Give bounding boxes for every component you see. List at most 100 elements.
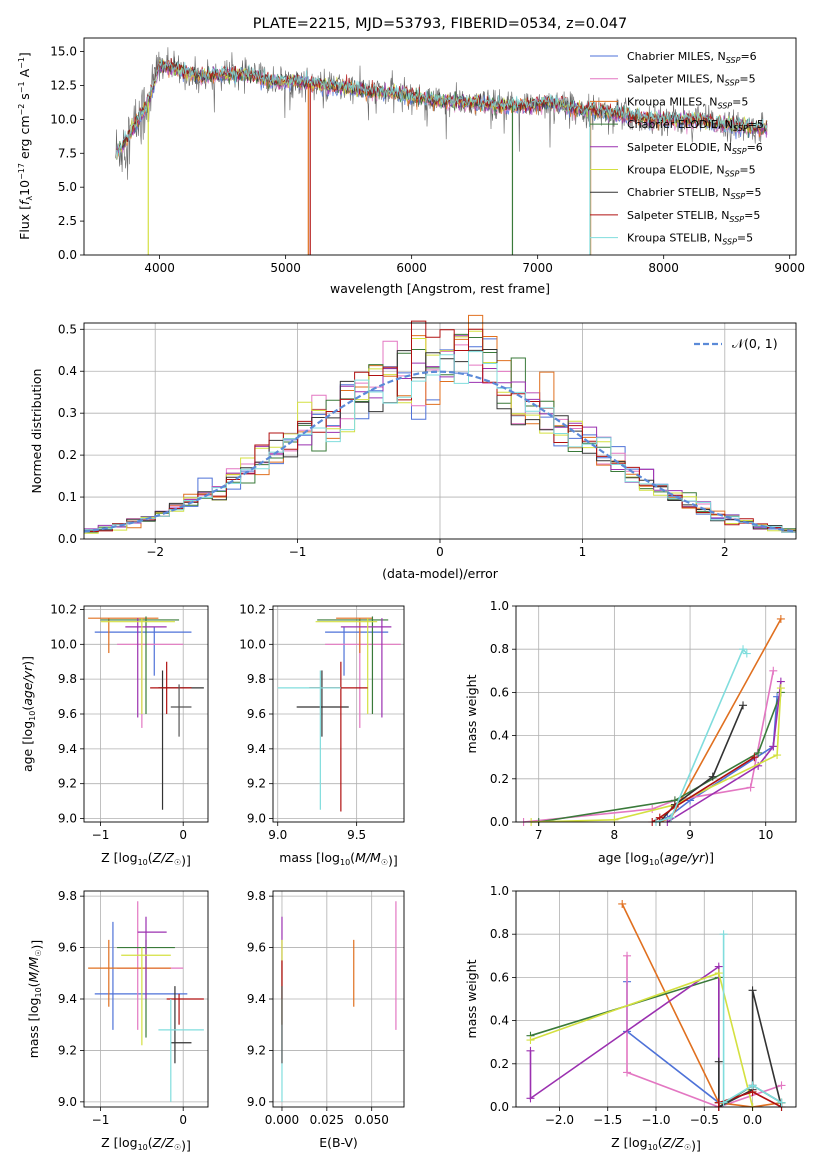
weight-marker (667, 813, 676, 822)
weight-line-5 (666, 681, 782, 823)
histogram-xtick-label: 1 (579, 545, 587, 559)
xtick-label: 9.0 (268, 828, 287, 842)
spectrum-ytick-label: 2.5 (58, 214, 77, 228)
spectrum-ylabel: Flux [fλ10−17 erg cm−2 s−1 A−1] (17, 52, 34, 240)
ytick-label: 9.2 (58, 1043, 77, 1057)
ytick-label: 9.6 (58, 707, 77, 721)
legend-label-9: Kroupa STELIB, NSSP=5 (627, 232, 753, 247)
ytick-label: 9.4 (247, 992, 266, 1006)
weight-marker (739, 645, 748, 654)
axis-xlabel: E(B-V) (319, 1135, 358, 1150)
spectrum-ytick-label: 7.5 (58, 146, 77, 160)
legend-label-2: Salpeter MILES, NSSP=5 (627, 73, 756, 88)
ytick-label: 0.4 (490, 729, 509, 743)
axis-xlabel: mass [log10(M/M☉)] (279, 850, 398, 868)
ytick-label: 10.0 (50, 637, 77, 651)
xtick-label: −1 (92, 828, 110, 842)
ytick-label: 9.0 (247, 1095, 266, 1109)
histogram-xtick-label: 2 (721, 545, 729, 559)
spectrum-xtick-label: 4000 (144, 261, 175, 275)
spectrum-ytick-label: 15.0 (50, 45, 77, 59)
ytick-label: 1.0 (490, 599, 509, 613)
weight-line-5 (529, 965, 720, 1107)
histogram-xlabel: (data-model)/error (382, 566, 499, 581)
normal-legend-label: 𝒩(0, 1) (732, 336, 778, 351)
weight-marker (719, 930, 728, 939)
axis-ylabel: mass [log10(M/M☉)] (26, 940, 44, 1059)
xtick-label: −1.5 (593, 1113, 622, 1127)
spectrum-ytick-label: 5.0 (58, 180, 77, 194)
ytick-label: 10.0 (239, 637, 266, 651)
histogram-ylabel: Normed distribution (29, 369, 44, 494)
weight-marker (739, 701, 748, 710)
xtick-label: 10 (758, 828, 773, 842)
weight-marker (708, 772, 717, 781)
weight-marker (776, 684, 785, 693)
legend-label-7: Chabrier STELIB, NSSP=5 (627, 186, 761, 201)
xtick-label: 0 (179, 828, 187, 842)
legend-label-5: Salpeter ELODIE, NSSP=6 (627, 141, 763, 156)
ytick-label: 9.8 (247, 672, 266, 686)
ytick-label: 10.2 (50, 602, 77, 616)
weight-line-3 (621, 903, 782, 1108)
spectrum-legend: Chabrier MILES, NSSP=6 Salpeter MILES, NS… (590, 50, 764, 247)
histogram-series-9 (84, 351, 796, 533)
ytick-label: 0.0 (490, 815, 509, 829)
weight-marker (746, 783, 755, 792)
age-vs-mass-panel: 9.0 9.5 9.0 9.2 9.4 9.6 9.8 10.0 10.2 mass [log10… (239, 602, 405, 868)
weight-marker (714, 969, 723, 978)
weight-marker (748, 986, 757, 995)
spectrum-ytick-label: 10.0 (50, 112, 77, 126)
histogram-ytick-label: 0.1 (58, 490, 77, 504)
ytick-label: 9.4 (58, 992, 77, 1006)
ytick-label: 0.2 (490, 1057, 509, 1071)
ytick-label: 9.6 (58, 941, 77, 955)
ytick-label: 0.2 (490, 772, 509, 786)
spectrum-xtick-label: 7000 (522, 261, 553, 275)
ytick-label: 9.8 (58, 889, 77, 903)
ytick-label: 9.0 (247, 812, 266, 826)
xtick-label: 9.5 (347, 828, 366, 842)
xtick-label: −0.5 (690, 1113, 719, 1127)
ytick-label: 9.0 (58, 812, 77, 826)
spectrum-title: PLATE=2215, MJD=53793, FIBERID=0534, z=0… (253, 16, 627, 32)
histogram-ytick-label: 0.2 (58, 448, 77, 462)
axis-xlabel: age [log10(age/yr)] (598, 850, 714, 867)
xtick-label: 0.000 (265, 1113, 299, 1127)
weight-marker (618, 899, 627, 908)
weight-marker (769, 666, 778, 675)
xtick-label: 7 (535, 828, 543, 842)
ytick-label: 0.4 (490, 1014, 509, 1028)
mass-vs-metallicity-panel: −1 0 9.0 9.2 9.4 9.6 9.8 Z [log10(Z/Z☉)] mass [l… (26, 889, 209, 1153)
axis-xlabel: Z [log10(Z/Z☉)] (101, 850, 191, 868)
histogram-ytick-label: 0.3 (58, 406, 77, 420)
ytick-label: 10.2 (239, 602, 266, 616)
ytick-label: 0.6 (490, 970, 509, 984)
ytick-label: 9.0 (58, 1095, 77, 1109)
histogram-xtick-label: −2 (146, 545, 164, 559)
ytick-label: 0.8 (490, 642, 509, 656)
xtick-label: 0.025 (310, 1113, 344, 1127)
histogram-series-8 (84, 320, 796, 533)
ytick-label: 0.8 (490, 927, 509, 941)
age-vs-metallicity-panel: −1 0 9.0 9.2 9.4 9.6 9.8 10.0 10.2 Z [log10(Z/Z☉)… (20, 602, 209, 868)
weight-line-7 (659, 705, 744, 823)
ytick-label: 9.8 (247, 889, 266, 903)
spectrum-xlabel: wavelength [Angstrom, rest frame] (330, 281, 550, 296)
weight-marker (719, 1098, 728, 1107)
axis-ylabel: mass weight (464, 959, 479, 1038)
model-line-9 (116, 59, 768, 157)
weight-marker (754, 748, 763, 757)
weight-marker (750, 753, 759, 762)
weight-marker (773, 751, 782, 760)
weight-marker (769, 742, 778, 751)
histogram-ytick-label: 0.4 (58, 364, 77, 378)
axis-ylabel: age [log10(age/yr)] (20, 656, 37, 772)
weight-marker (777, 1081, 786, 1090)
legend-label-8: Salpeter STELIB, NSSP=5 (627, 209, 760, 224)
xtick-label: 8 (611, 828, 619, 842)
xtick-label: −1.0 (641, 1113, 670, 1127)
xtick-label: 9 (686, 828, 694, 842)
weight-marker (714, 1057, 723, 1066)
legend-label-6: Kroupa ELODIE, NSSP=5 (627, 164, 756, 179)
